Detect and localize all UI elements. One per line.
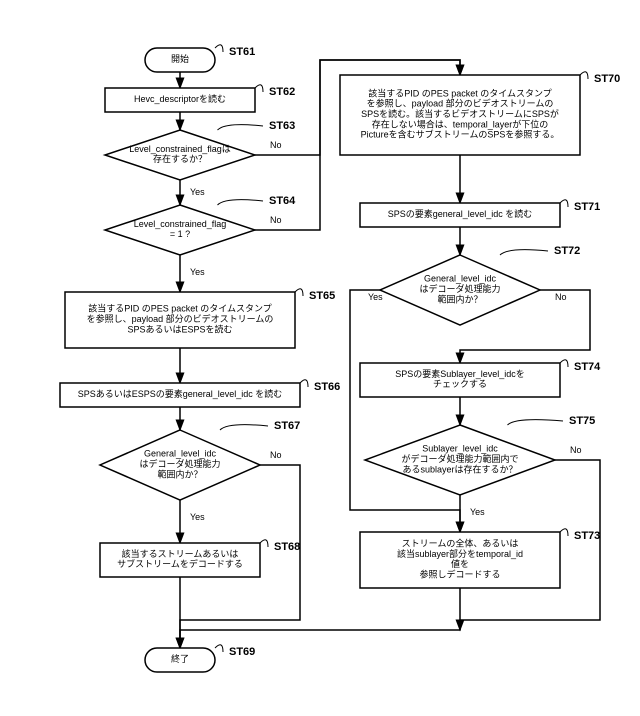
step-label-ST70: ST70 [594, 73, 620, 85]
edge-18 [180, 588, 460, 648]
step-leader-ST73 [560, 529, 568, 536]
edge-label-9: No [270, 450, 282, 460]
node-ST75: Sublayer_level_idcがデコーダ処理能力範囲内であるsublaye… [365, 425, 555, 495]
edge-label-14: No [555, 292, 567, 302]
node-ST71: SPSの要素general_level_idc を読む [360, 203, 560, 227]
step-label-ST64: ST64 [269, 195, 296, 207]
node-text-ST69: 終了 [171, 653, 189, 664]
node-text-ST61: 開始 [171, 53, 189, 64]
node-ST73: ストリームの全体、あるいは該当sublayer部分をtemporal_id値を参… [360, 532, 560, 588]
step-leader-ST72 [500, 250, 548, 255]
step-label-ST69: ST69 [229, 646, 255, 658]
edge-13 [350, 290, 460, 532]
step-label-ST62: ST62 [269, 86, 295, 98]
node-ST65: 該当するPID のPES packet のタイムスタンプを参照し、payload… [65, 292, 295, 348]
step-label-ST72: ST72 [554, 245, 580, 257]
step-label-ST74: ST74 [574, 361, 601, 373]
edge-label-16: Yes [470, 507, 485, 517]
step-label-ST71: ST71 [574, 201, 600, 213]
step-label-ST73: ST73 [574, 530, 600, 542]
step-label-ST68: ST68 [274, 541, 300, 553]
step-label-ST75: ST75 [569, 415, 595, 427]
edge-label-17: No [570, 445, 582, 455]
node-ST68: 該当するストリームあるいはサブストリームをデコードする [100, 543, 260, 577]
step-leader-ST64 [218, 200, 264, 205]
step-label-ST61: ST61 [229, 46, 255, 58]
edge-label-3: No [270, 140, 282, 150]
step-label-ST63: ST63 [269, 120, 295, 132]
step-label-ST67: ST67 [274, 420, 300, 432]
edge-label-13: Yes [368, 292, 383, 302]
edge-label-4: Yes [190, 267, 205, 277]
step-leader-ST75 [508, 420, 564, 425]
node-ST70: 該当するPID のPES packet のタイムスタンプを参照し、payload… [340, 75, 580, 155]
step-leader-ST70 [580, 72, 588, 79]
node-ST67: General_level_idcはデコーダ処理能力範囲内か？ [100, 430, 260, 500]
step-leader-ST71 [560, 200, 568, 207]
step-leader-ST62 [255, 85, 263, 92]
step-leader-ST61 [215, 45, 223, 52]
node-text-ST66: SPSあるいはESPSの要素general_level_idc を読む [78, 388, 283, 399]
step-leader-ST63 [218, 125, 264, 130]
node-text-ST62: Hevc_descriptorを読む [134, 93, 226, 104]
step-leader-ST66 [300, 380, 308, 387]
flowchart-canvas: Yes No Yes No Yes No Yes No Yes No 開始 ST61 Hevc_desc… [0, 0, 640, 716]
step-leader-ST69 [215, 645, 223, 652]
node-text-ST71: SPSの要素general_level_idc を読む [388, 208, 533, 219]
step-label-ST66: ST66 [314, 381, 340, 393]
edge-label-8: Yes [190, 512, 205, 522]
node-ST72: General_level_idcはデコーダ処理能力範囲内か？ [380, 255, 540, 325]
step-leader-ST67 [220, 425, 268, 430]
step-leader-ST74 [560, 360, 568, 367]
edge-label-2: Yes [190, 187, 205, 197]
node-text-ST70: 該当するPID のPES packet のタイムスタンプを参照し、payload… [361, 88, 560, 140]
node-ST69: 終了 [145, 648, 215, 672]
step-leader-ST65 [295, 289, 303, 296]
node-text-ST68: 該当するストリームあるいはサブストリームをデコードする [117, 548, 243, 569]
node-ST63: Level_constrained_flagは存在するか？ [105, 130, 255, 180]
node-ST74: SPSの要素Sublayer_level_idcをチェックする [360, 363, 560, 397]
node-ST61: 開始 [145, 48, 215, 72]
edge-label-5: No [270, 215, 282, 225]
node-ST64: Level_constrained_flag= 1 ? [105, 205, 255, 255]
node-ST66: SPSあるいはESPSの要素general_level_idc を読む [60, 383, 300, 407]
step-leader-ST68 [260, 540, 268, 547]
step-label-ST65: ST65 [309, 290, 335, 302]
node-ST62: Hevc_descriptorを読む [105, 88, 255, 112]
